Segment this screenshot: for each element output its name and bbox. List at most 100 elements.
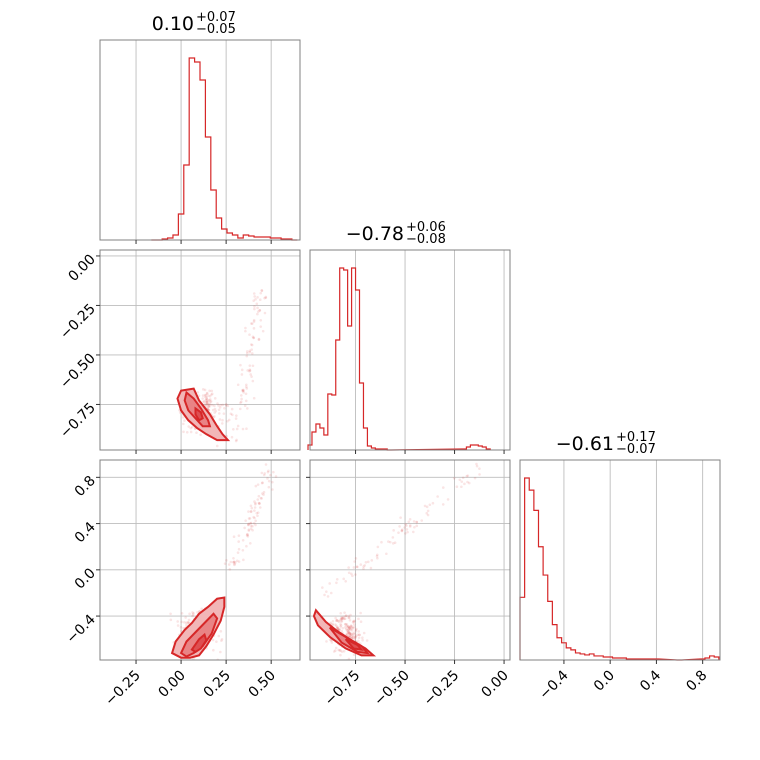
sample-point — [262, 490, 266, 494]
sample-point — [340, 620, 343, 624]
sample-point — [339, 625, 342, 628]
sample-point — [237, 534, 241, 537]
sample-point — [244, 326, 247, 330]
sample-point — [219, 403, 223, 407]
sample-point — [362, 631, 366, 635]
sample-point — [335, 618, 339, 622]
sample-point — [240, 373, 244, 376]
sample-point — [415, 520, 419, 524]
sample-point — [207, 405, 211, 408]
sample-point — [254, 503, 257, 506]
sample-point — [331, 623, 334, 626]
sample-point — [354, 629, 358, 633]
sample-point — [249, 510, 253, 513]
sample-point — [191, 613, 195, 616]
sample-point — [256, 310, 260, 313]
sample-point — [352, 653, 356, 656]
sample-point — [241, 538, 245, 542]
sample-point — [465, 474, 469, 478]
sample-point — [351, 636, 355, 640]
sample-point — [357, 639, 360, 643]
sample-point — [358, 633, 361, 637]
sample-point — [404, 522, 407, 526]
sample-point — [335, 626, 339, 630]
sample-point — [354, 636, 357, 640]
sample-point — [260, 289, 264, 293]
sample-point — [252, 521, 256, 525]
sample-point — [242, 389, 245, 392]
sample-point — [412, 530, 415, 534]
sample-point — [348, 632, 352, 636]
sample-point — [466, 474, 470, 477]
sample-point — [176, 624, 180, 627]
sample-point — [259, 318, 263, 322]
sample-point — [182, 626, 185, 630]
sample-point — [251, 524, 254, 528]
sample-point — [347, 630, 350, 634]
sample-point — [213, 407, 217, 411]
sample-point — [351, 626, 355, 630]
sample-point — [233, 562, 236, 566]
sample-point — [323, 593, 326, 597]
sample-point — [250, 322, 254, 325]
sample-point — [245, 354, 249, 358]
sample-point — [189, 426, 193, 430]
sample-point — [339, 653, 342, 657]
sample-point — [204, 398, 208, 402]
sample-point — [342, 617, 346, 621]
sample-point — [256, 296, 259, 299]
sample-point — [343, 617, 347, 621]
sample-point — [185, 430, 189, 434]
contour-outer — [312, 608, 377, 657]
sample-point — [345, 623, 349, 626]
sample-point — [255, 302, 259, 306]
sample-point — [328, 638, 332, 641]
sample-point — [204, 395, 207, 399]
sample-point — [375, 553, 379, 557]
sample-point — [169, 618, 173, 622]
sample-point — [350, 634, 353, 638]
sample-point — [258, 502, 261, 505]
sample-point — [344, 614, 348, 618]
sample-point — [356, 565, 359, 569]
sample-point — [234, 561, 237, 564]
sample-point — [244, 392, 248, 396]
sample-point — [345, 629, 349, 632]
sample-point — [336, 626, 340, 630]
grid-lines — [100, 460, 300, 660]
sample-point — [258, 298, 262, 302]
sample-point — [264, 296, 268, 300]
sample-point — [341, 626, 345, 630]
sample-point — [339, 618, 342, 621]
sample-point — [362, 565, 365, 568]
sample-point — [361, 636, 364, 640]
sample-point — [340, 619, 344, 623]
sample-point — [245, 351, 249, 355]
sample-point — [350, 629, 354, 632]
sample-point — [352, 631, 356, 635]
sample-point — [176, 620, 179, 623]
sample-point — [348, 632, 351, 635]
sample-point — [347, 616, 350, 620]
sample-point — [253, 307, 256, 311]
sample-point — [245, 544, 248, 548]
sample-point — [352, 625, 356, 629]
sample-point — [210, 392, 214, 396]
sample-point — [203, 388, 207, 392]
sample-point — [197, 394, 201, 398]
sample-point — [340, 629, 344, 633]
sample-point — [239, 401, 242, 405]
sample-point — [412, 520, 416, 523]
sample-point — [352, 566, 356, 569]
sample-point — [354, 634, 358, 638]
sample-point — [347, 626, 351, 629]
sample-point — [337, 628, 341, 631]
sample-point — [354, 628, 358, 632]
sample-point — [249, 373, 253, 376]
y-tick-label: 0.00 — [65, 251, 98, 284]
sample-point — [235, 438, 238, 442]
sample-point — [205, 395, 209, 399]
sample-point — [349, 634, 352, 637]
sample-point — [205, 397, 209, 401]
sample-point — [348, 616, 351, 620]
